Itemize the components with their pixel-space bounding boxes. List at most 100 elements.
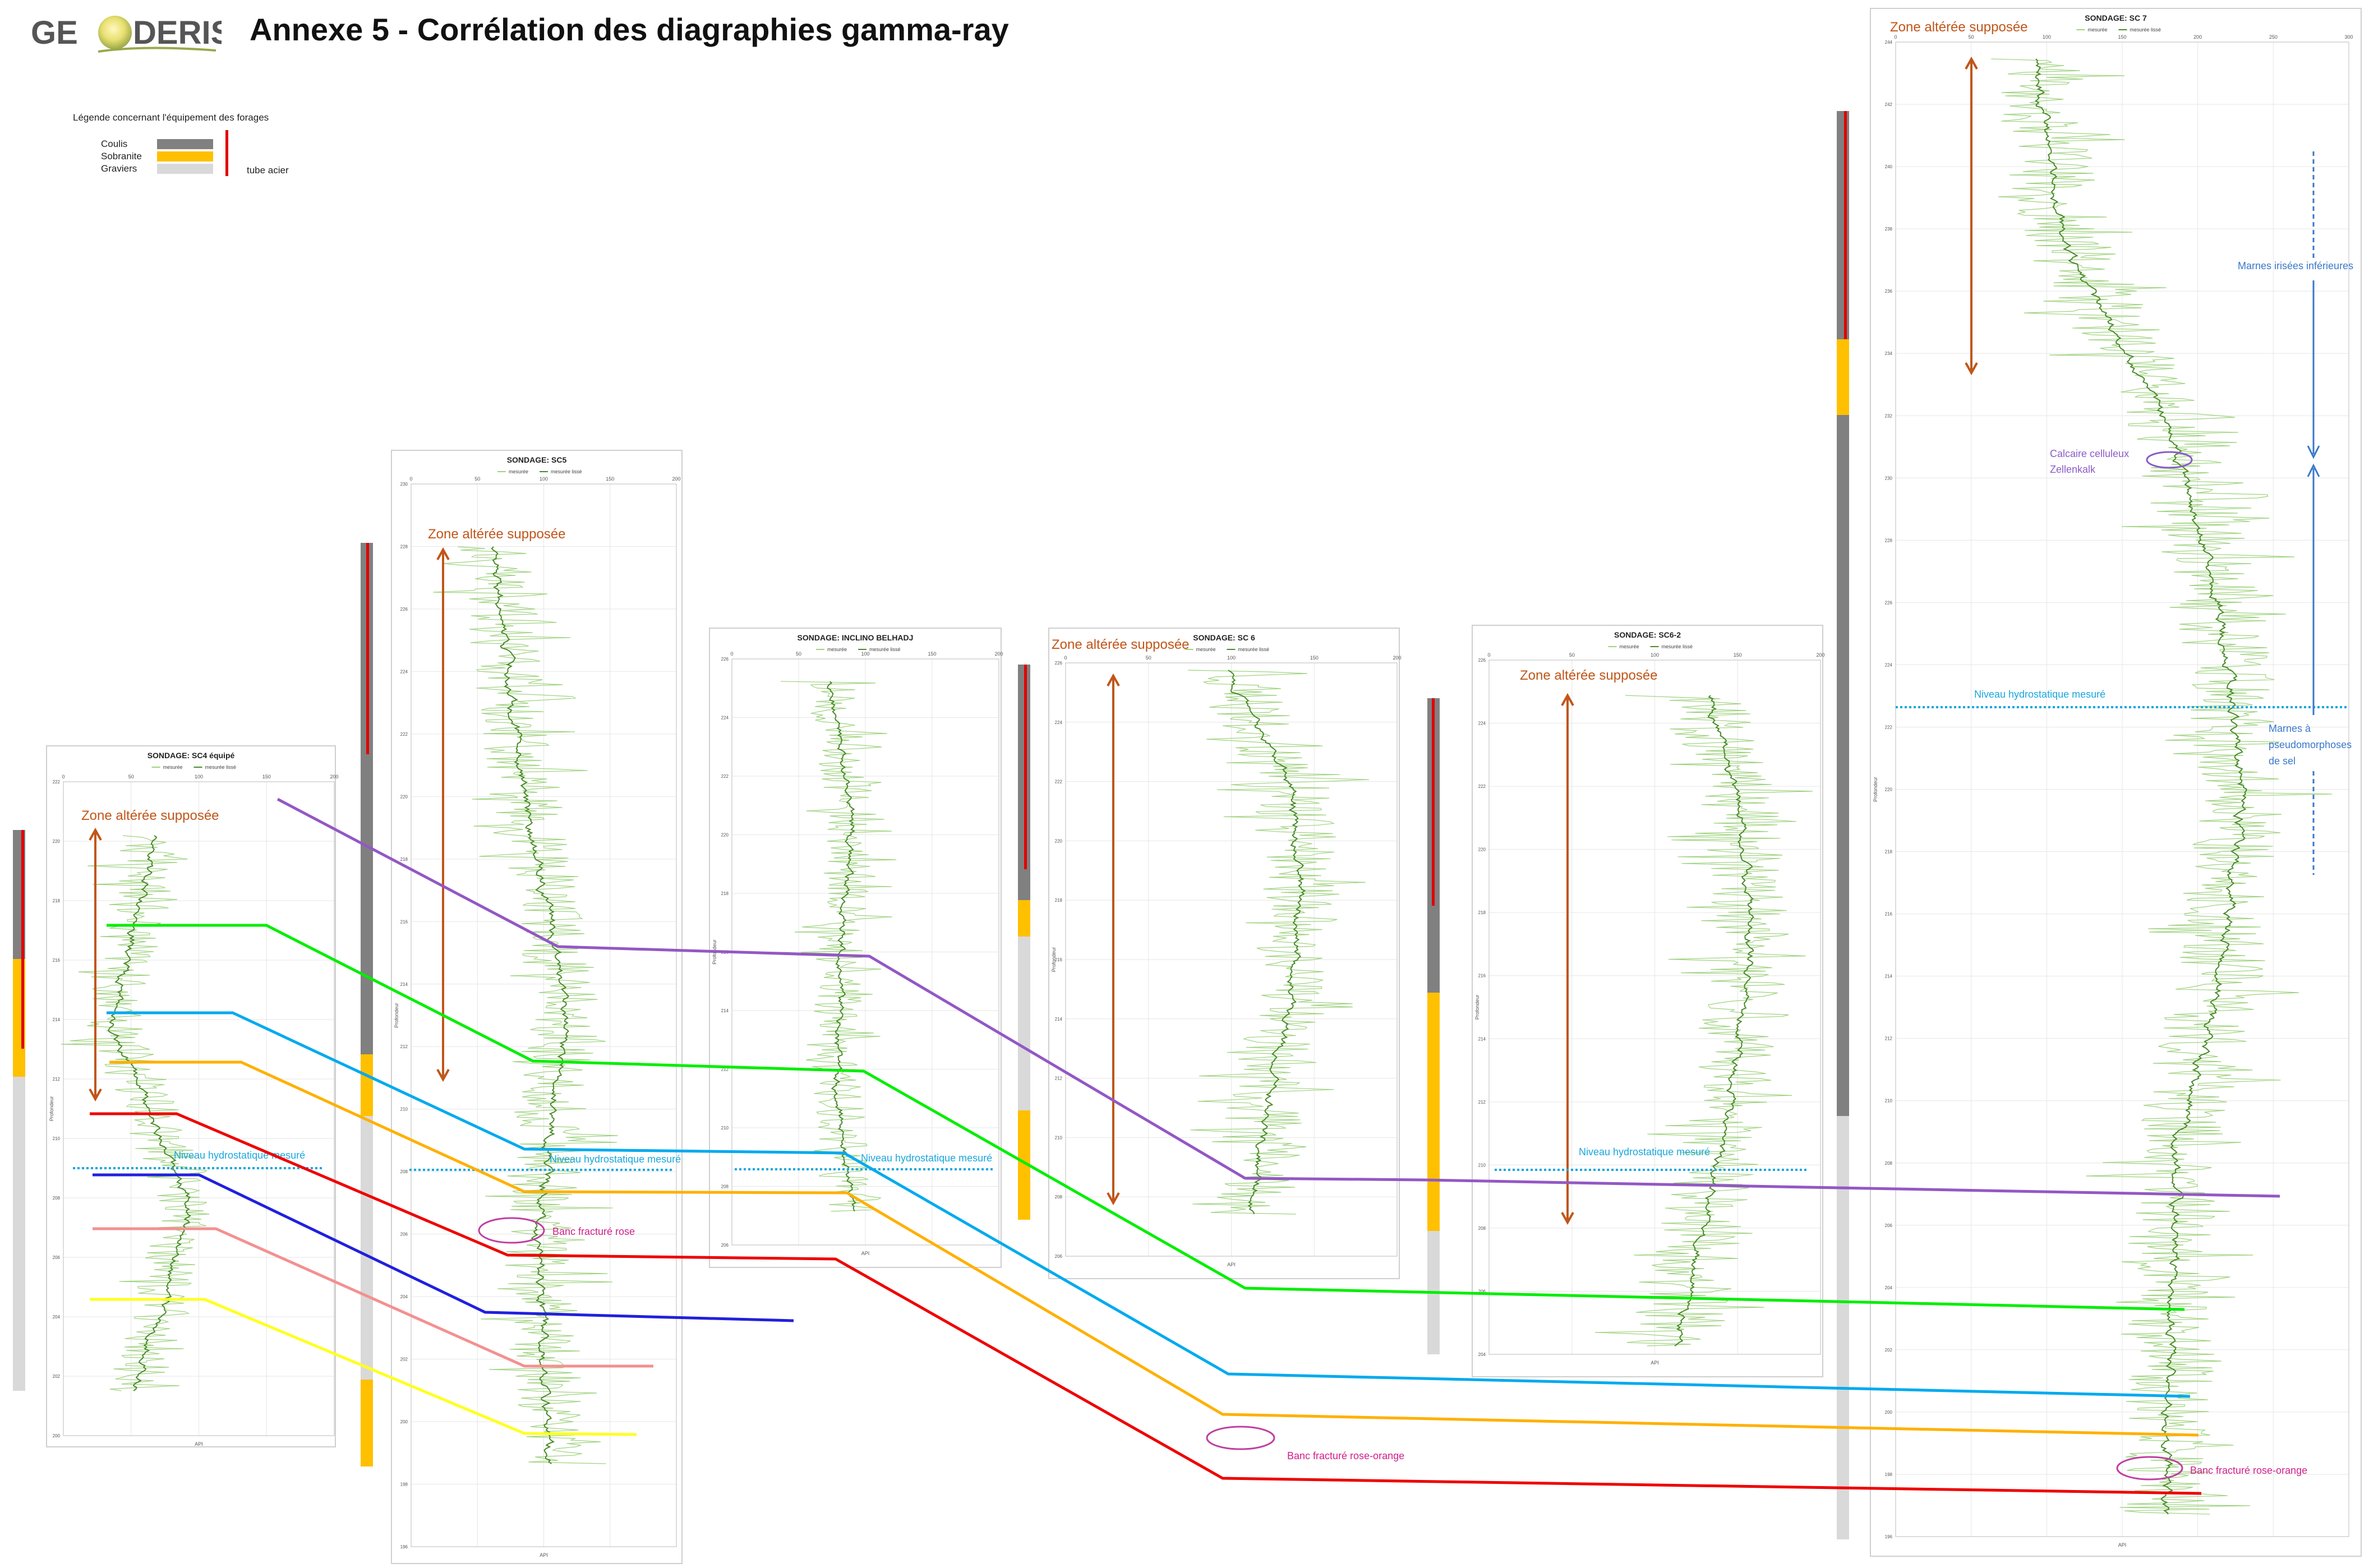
panel-ytick: 234 (1885, 351, 1893, 356)
panel-xtick: 100 (195, 774, 203, 780)
well-steel-tube (366, 543, 369, 754)
water-level: Niveau hydrostatique mesuré (1495, 1146, 1809, 1171)
zone-alteree-marker: Zone altérée supposée (1520, 668, 1658, 1225)
panel-title: SONDAGE: INCLINO BELHADJ (798, 633, 914, 642)
well-segment (361, 754, 373, 1054)
well-steel-tube (1844, 111, 1847, 339)
water-level: Niveau hydrostatique mesuré (735, 1152, 993, 1170)
zone-alteree-marker: Zone altérée supposée (1890, 20, 2028, 376)
panel-ytick: 230 (1885, 476, 1893, 481)
panel-inclino: SONDAGE: INCLINO BELHADJ mesurée mesurée l… (709, 628, 1003, 1268)
panel-ytick: 208 (400, 1169, 408, 1174)
panel-title: SONDAGE: SC4 équipé (148, 751, 235, 760)
panel-xtick: 0 (1487, 652, 1490, 658)
correlation-line-red (90, 1112, 2202, 1495)
panel-ytick: 214 (721, 1008, 729, 1013)
panel-xtick: 150 (2118, 34, 2126, 40)
panel-ytick: 206 (1055, 1254, 1063, 1259)
panel-legend-label-raw: mesurée (163, 764, 183, 770)
sc7-geology-notes: Marnes irisées inférieures Marnes à pseudo… (2050, 151, 2353, 875)
panel-ytick: 202 (1885, 1348, 1893, 1353)
panel-ytick: 222 (721, 774, 729, 779)
zone-alteree-marker: Zone altérée supposée (428, 527, 566, 1082)
legend-label-sobranite: Sobranite (101, 151, 142, 162)
annotation-label: Banc fracturé rose-orange (2190, 1465, 2307, 1476)
panel-ytick: 218 (721, 891, 729, 896)
well-segment (361, 1054, 373, 1116)
panel-frame (46, 745, 336, 1447)
page-title: Annexe 5 - Corrélation des diagraphies g… (250, 12, 1009, 47)
zone-alteree-marker: Zone altérée supposée (1052, 637, 1190, 1206)
panel-ytick: 218 (1478, 910, 1486, 915)
panel-xtick: 100 (2043, 34, 2051, 40)
panel-xtick: 50 (128, 774, 134, 780)
panel-xtick: 50 (1569, 652, 1575, 658)
panel-legend-label-smooth: mesurée lissé (2130, 27, 2161, 33)
geology-calcaire-ellipse (2146, 451, 2193, 469)
panel-xtick: 0 (730, 651, 733, 657)
water-level-label: Niveau hydrostatique mesuré (861, 1152, 992, 1164)
zone-label: Zone altérée supposée (1520, 668, 1658, 683)
geology-arrow-head-up (2307, 463, 2320, 477)
zone-arrow-head-bottom (436, 1069, 450, 1082)
panel-ytick: 208 (721, 1184, 729, 1189)
zone-arrow-head-bottom (1107, 1192, 1120, 1206)
well-segment (1018, 937, 1030, 1110)
panel-xtick: 150 (262, 774, 271, 780)
svg-text:GE: GE (31, 15, 78, 51)
panel-frame (391, 450, 683, 1564)
panel-sc6_2: SONDAGE: SC6-2 mesurée mesurée lissé 0 50 100… (1472, 625, 1825, 1377)
panel-ytick: 206 (1478, 1289, 1486, 1294)
panel-xtick: 100 (1651, 652, 1659, 658)
correlation-line-blue (93, 1173, 794, 1322)
panel-legend-label-smooth: mesurée lissé (205, 764, 237, 770)
gamma-raw-trace (781, 681, 897, 1212)
panel-ylabel: Profondeur (49, 1096, 54, 1122)
panel-xlabel: API (540, 1552, 548, 1558)
well-segment (1837, 1116, 1849, 1539)
panel-ytick: 220 (400, 794, 408, 799)
panel-ytick: 196 (1885, 1534, 1893, 1539)
panel-ytick: 204 (53, 1315, 61, 1320)
panel-legend-label-smooth: mesurée lissé (869, 647, 901, 652)
legend-label-coulis: Coulis (101, 139, 128, 149)
panel-xtick: 100 (861, 651, 869, 657)
panel-xtick: 150 (1310, 655, 1319, 661)
annotation-label: Banc fracturé rose (552, 1226, 635, 1237)
panel-ytick: 212 (400, 1044, 408, 1049)
geology-arrow-head-down (2307, 445, 2320, 459)
panel-ytick: 226 (1055, 661, 1063, 666)
annotation-banc-fracture-rose-orange-middle: Banc fracturé rose-orange (1206, 1426, 1404, 1461)
panel-ytick: 204 (1885, 1285, 1893, 1290)
panel-xtick: 100 (540, 476, 548, 482)
annotation-label: Banc fracturé rose-orange (1287, 1450, 1404, 1461)
panel-ytick: 226 (1885, 600, 1893, 605)
panel-sc4: SONDAGE: SC4 équipé mesurée mesurée lissé 0… (46, 745, 339, 1447)
panel-ytick: 198 (1885, 1472, 1893, 1477)
gamma-smoothed-trace (491, 546, 569, 1464)
panel-ytick: 204 (1478, 1352, 1486, 1357)
panel-ytick: 224 (1885, 662, 1893, 667)
panel-ytick: 220 (721, 833, 729, 838)
correlation-line-cyan (107, 1011, 2191, 1398)
panel-xlabel: API (1651, 1360, 1659, 1366)
panel-legend-label-raw: mesurée (509, 469, 528, 474)
panel-ytick: 216 (1478, 974, 1486, 979)
panel-xtick: 0 (62, 774, 64, 780)
water-level-label: Niveau hydrostatique mesuré (1579, 1146, 1710, 1157)
panel-ytick: 226 (721, 657, 729, 662)
panel-ytick: 202 (400, 1357, 408, 1362)
panel-plot-area (63, 781, 335, 1436)
panel-ytick: 216 (1885, 912, 1893, 917)
panel-ytick: 220 (1478, 847, 1486, 852)
well-segment (361, 1380, 373, 1466)
geology-label-marnes-irisees: Marnes irisées inférieures (2238, 260, 2353, 271)
water-level: Niveau hydrostatique mesuré (73, 1150, 322, 1169)
panel-ytick: 216 (1055, 957, 1063, 962)
panel-ytick: 226 (1478, 658, 1486, 663)
legend-title: Légende concernant l'équipement des fora… (73, 112, 269, 123)
panel-ytick: 216 (400, 919, 408, 924)
panel-ytick: 218 (1055, 898, 1063, 903)
panel-ytick: 212 (1478, 1100, 1486, 1105)
panel-xtick: 50 (474, 476, 480, 482)
